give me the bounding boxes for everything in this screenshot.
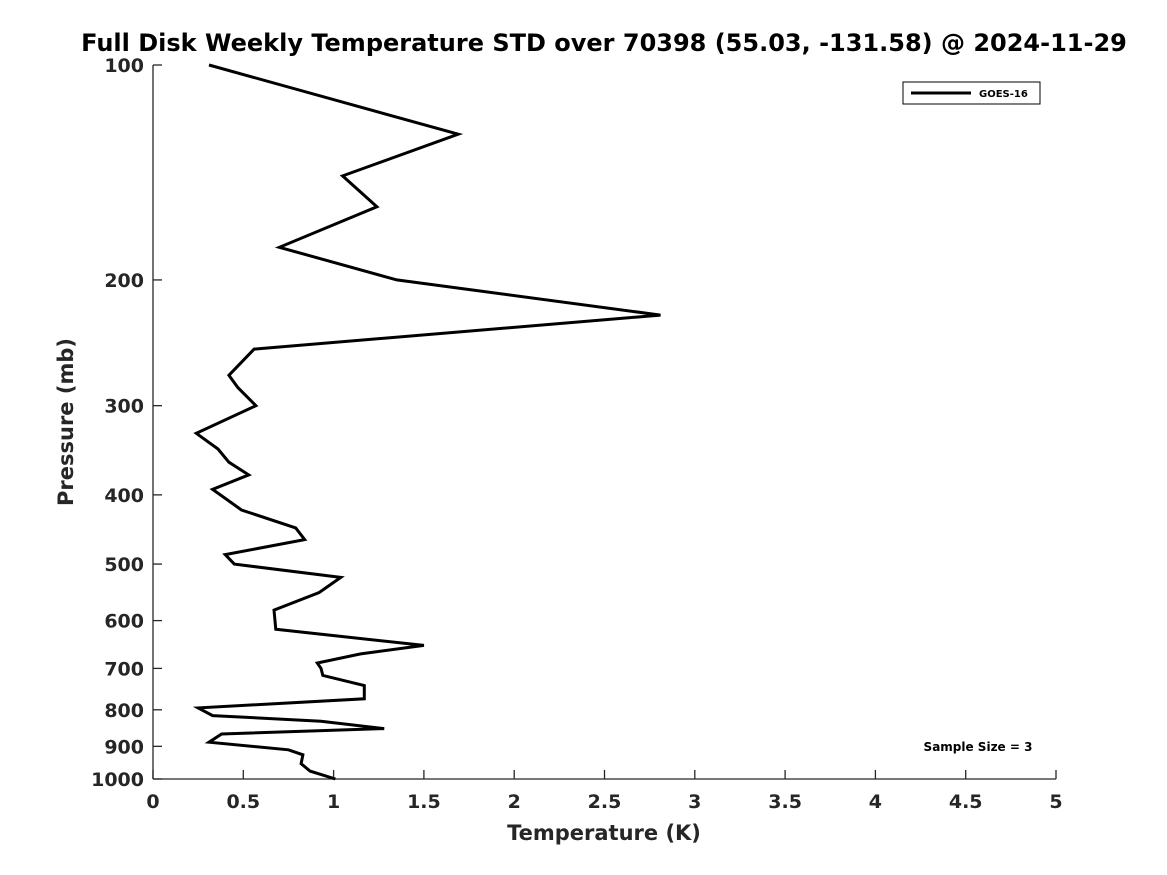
- y-tick-label: 1000: [91, 769, 144, 791]
- y-tick-label: 100: [104, 55, 144, 77]
- y-ticks: 100 200 300 400 500 600 700 800 900 1000: [91, 55, 162, 791]
- y-tick-label: 500: [104, 554, 144, 576]
- legend: GOES-16: [902, 81, 1041, 105]
- x-tick-label: 3: [688, 791, 701, 813]
- x-tick-label: 4: [869, 791, 882, 813]
- legend-label-goes-16: GOES-16: [979, 89, 1028, 100]
- y-tick-label: 300: [104, 396, 144, 418]
- y-tick-label: 400: [104, 485, 144, 507]
- y-tick-label: 200: [104, 270, 144, 292]
- x-tick-label: 1: [327, 791, 340, 813]
- y-tick-label: 900: [104, 736, 144, 758]
- series-layer: [192, 63, 661, 781]
- x-tick-label: 1.5: [407, 791, 441, 813]
- series-line-goes-16: [192, 63, 661, 781]
- y-tick-label: 700: [104, 658, 144, 680]
- x-tick-label: 3.5: [768, 791, 802, 813]
- x-axis-label: Temperature (K): [507, 821, 701, 845]
- sample-size-annotation: Sample Size = 3: [924, 740, 1033, 754]
- x-tick-label: 2: [508, 791, 521, 813]
- x-tick-label: 0: [146, 791, 159, 813]
- x-tick-label: 2.5: [588, 791, 622, 813]
- legend-box: [902, 81, 1041, 105]
- y-tick-label: 800: [104, 700, 144, 722]
- y-axis-label: Pressure (mb): [54, 338, 78, 506]
- x-tick-label: 5: [1049, 791, 1062, 813]
- chart-title: Full Disk Weekly Temperature STD over 70…: [81, 29, 1127, 57]
- x-tick-label: 0.5: [226, 791, 260, 813]
- x-ticks: 0 0.5 1 1.5 2 2.5 3 3.5 4 4.5 5: [146, 770, 1063, 813]
- y-tick-label: 600: [104, 611, 144, 633]
- x-tick-label: 4.5: [949, 791, 983, 813]
